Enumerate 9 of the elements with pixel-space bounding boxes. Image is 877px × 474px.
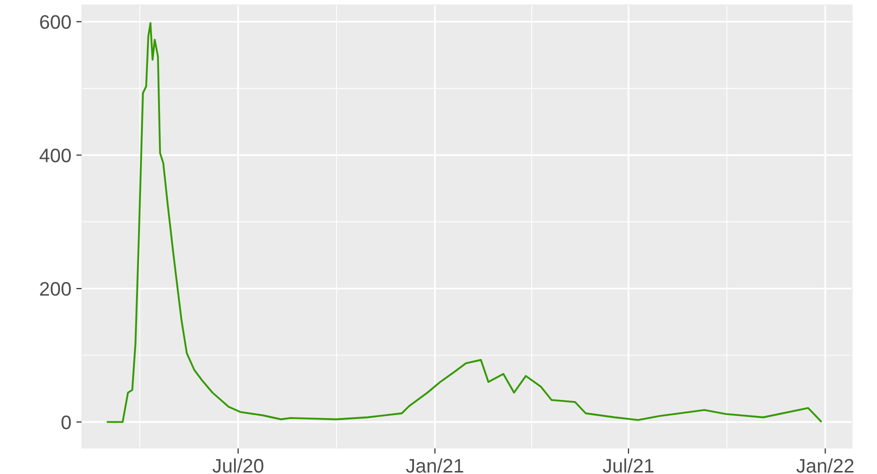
x-tick-label: Jan/21 <box>406 458 464 473</box>
x-tick-label: Jan/22 <box>796 458 854 473</box>
y-tick-label: 600 <box>40 15 71 29</box>
line-series <box>106 22 822 423</box>
x-tick-label: Jul/21 <box>602 458 654 473</box>
y-tick-label: 200 <box>40 282 71 296</box>
y-tick-label: 0 <box>62 415 71 430</box>
x-tick-label: Jul/20 <box>212 458 264 473</box>
y-tick-label: 400 <box>40 148 71 162</box>
